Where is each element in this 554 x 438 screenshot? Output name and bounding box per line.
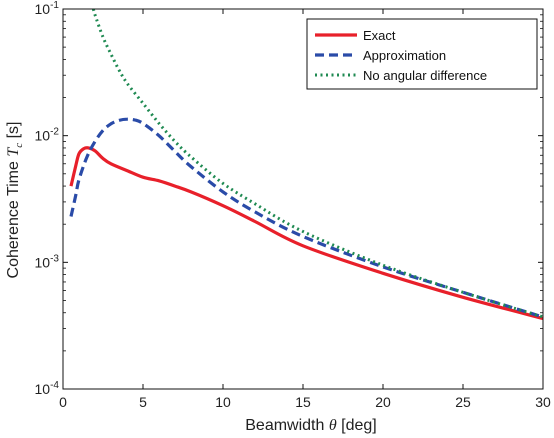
x-tick-label: 30 [535,394,551,410]
x-axis-label-var: θ [329,417,337,434]
y-tick-label-exp: -1 [50,0,59,11]
y-tick-label-base: 10 [35,128,51,144]
x-tick-label: 5 [139,394,147,410]
x-axis-label-post: [deg] [337,417,377,434]
x-tick-label: 20 [375,394,391,410]
y-tick-label: 10-2 [35,127,60,144]
y-tick-labels: 10-410-310-210-1 [35,0,60,397]
legend-label-no-angular-difference: No angular difference [363,68,487,83]
y-axis-label: Coherence Time Tc [s] [5,122,25,279]
y-tick-label: 10-4 [35,380,60,397]
x-axis-label-pre: Beamwidth [245,417,329,434]
series-line-exact [69,146,543,321]
series-line-approximation [69,117,543,319]
legend-label-approximation: Approximation [363,48,446,63]
y-tick-label-exp: -4 [50,380,59,391]
x-tick-label: 15 [295,394,311,410]
y-tick-label-base: 10 [35,1,51,17]
y-tick-label-base: 10 [35,381,51,397]
y-tick-label-exp: -2 [50,127,59,138]
x-tick-labels: 0 5 10 15 20 25 30 [59,394,551,410]
series-line-no-angular-difference [91,9,543,319]
x-tick-label: 0 [59,394,67,410]
x-axis-label: Beamwidth θ [deg] [245,417,376,434]
x-tick-label: 10 [215,394,231,410]
y-tick-label: 10-3 [35,253,60,270]
y-axis-label-post: [s] [5,122,22,143]
x-tick-label: 25 [455,394,471,410]
y-axis-label-sub: c [13,143,25,148]
ticks [62,8,544,390]
curves [69,9,543,321]
y-axis-label-pre: Coherence Time [5,157,22,279]
y-axis-label-var: T [5,147,22,157]
legend: Exact Approximation No angular difference [306,18,538,90]
y-tick-label: 10-1 [35,0,60,17]
y-tick-label-base: 10 [35,254,51,270]
y-tick-label-exp: -3 [50,253,59,264]
legend-label-exact: Exact [363,28,396,43]
